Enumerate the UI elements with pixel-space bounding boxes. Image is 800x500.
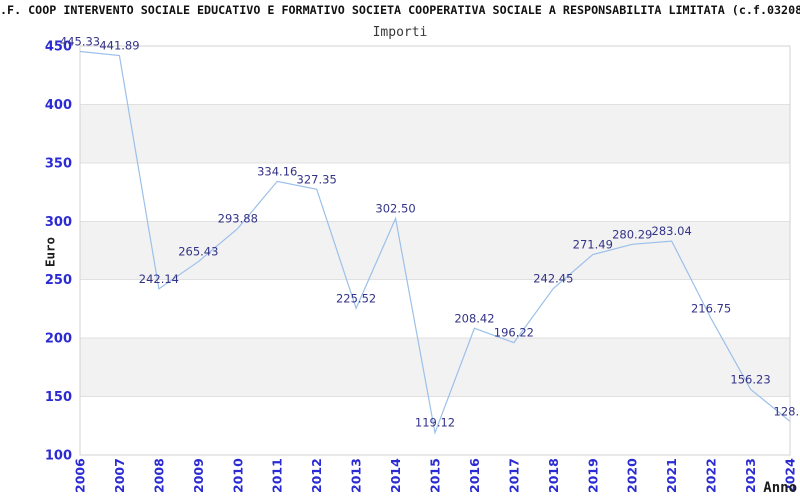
data-point-label: 128.8 xyxy=(774,404,800,418)
x-tick-label: 2022 xyxy=(704,458,719,493)
data-point-label: 156.23 xyxy=(730,372,770,386)
x-tick-label: 2013 xyxy=(349,458,364,493)
data-point-label: 280.29 xyxy=(612,227,652,241)
x-tick-label: 2014 xyxy=(388,458,403,493)
y-tick-label: 150 xyxy=(45,390,72,405)
data-point-label: 265.43 xyxy=(178,245,218,259)
data-point-label: 334.16 xyxy=(257,164,297,178)
y-tick-label: 450 xyxy=(45,40,72,55)
x-tick-label: 2016 xyxy=(467,458,482,493)
data-point-label: 293.88 xyxy=(218,211,258,225)
plot-border xyxy=(79,45,791,456)
plot-band xyxy=(80,46,790,105)
x-axis-title: Anno xyxy=(763,480,797,496)
x-tick-label: 2012 xyxy=(309,458,324,493)
y-tick-label: 250 xyxy=(45,273,72,288)
plot-band xyxy=(80,162,790,222)
x-tick-label: 2011 xyxy=(270,458,285,493)
y-tick-label: 350 xyxy=(45,156,72,171)
y-tick-label: 400 xyxy=(45,98,72,113)
data-point-label: 119.12 xyxy=(415,416,455,430)
x-tick-label: 2020 xyxy=(625,458,640,493)
plot-band xyxy=(80,279,790,339)
y-tick-label: 200 xyxy=(45,332,72,347)
data-point-label: 225.52 xyxy=(336,291,376,305)
data-point-label: 196.22 xyxy=(494,326,534,340)
data-point-label: 242.45 xyxy=(533,272,573,286)
chart-subtitle: Importi xyxy=(372,25,428,40)
x-tick-label: 2019 xyxy=(585,458,600,493)
data-point-label: 441.89 xyxy=(99,38,139,52)
y-tick-label: 100 xyxy=(45,449,72,464)
plot-band xyxy=(80,396,790,455)
data-point-label: 208.42 xyxy=(454,311,494,325)
x-tick-label: 2023 xyxy=(743,458,758,493)
data-point-label: 283.04 xyxy=(652,224,692,238)
x-tick-label: 2015 xyxy=(428,458,443,493)
x-tick-label: 2008 xyxy=(151,458,166,493)
x-tick-label: 2024 xyxy=(783,458,798,493)
x-tick-label: 2017 xyxy=(506,458,521,493)
data-point-label: 271.49 xyxy=(573,238,613,252)
data-point-label: 302.50 xyxy=(375,201,415,215)
x-tick-label: 2006 xyxy=(73,458,88,493)
chart-title: .F. COOP INTERVENTO SOCIALE EDUCATIVO E … xyxy=(0,3,800,17)
data-point-label: 445.33 xyxy=(60,34,100,48)
data-point-label: 327.35 xyxy=(297,172,337,186)
plot-band xyxy=(80,338,790,397)
x-tick-label: 2009 xyxy=(191,458,206,493)
plot-band xyxy=(80,221,790,280)
x-tick-label: 2010 xyxy=(230,458,245,493)
y-tick-label: 300 xyxy=(45,215,72,230)
x-tick-label: 2021 xyxy=(664,458,679,493)
plot-band xyxy=(80,104,790,163)
data-line xyxy=(79,50,791,435)
x-tick-label: 2018 xyxy=(546,458,561,493)
data-point-label: 216.75 xyxy=(691,302,731,316)
data-point-label: 242.14 xyxy=(139,272,179,286)
x-tick-label: 2007 xyxy=(112,458,127,493)
